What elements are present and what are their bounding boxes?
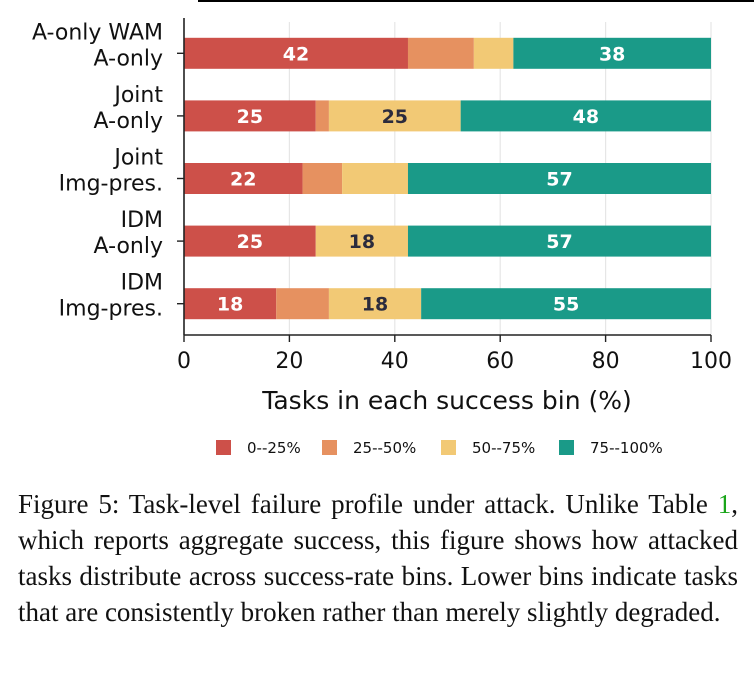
legend-swatch [441,440,456,455]
y-tick-label: IDM [121,208,163,233]
y-tick-label: A-only [94,46,163,71]
y-tick-label: A-only [94,234,163,259]
legend-label: 0--25% [247,439,301,457]
legend-label: 75--100% [590,439,663,457]
bar-segment [184,288,277,320]
x-tick-label: 40 [381,349,409,374]
bar-segment [407,163,711,194]
bar-segment [315,225,408,257]
bar-value-label: 22 [230,169,256,191]
legend-label: 50--75% [472,439,535,457]
bar-segment [342,163,408,194]
bar-value-label: 57 [546,169,572,191]
bar-segment [276,288,329,320]
y-tick-label: Img-pres. [59,297,163,322]
bar-value-label: 25 [237,106,263,128]
legend-swatch [322,440,337,455]
x-axis-label: Tasks in each success bin (%) [261,386,632,415]
x-tick-label: 100 [690,349,732,374]
legend-swatch [216,440,231,455]
bar-segment [315,100,329,132]
caption-text-start: Figure 5: Task-level failure profile und… [18,489,718,519]
bar-segment [328,288,422,320]
figure-caption: Figure 5: Task-level failure profile und… [18,486,738,630]
top-rule [198,0,754,2]
axes [177,18,712,342]
bar-value-label: 57 [546,231,572,253]
x-tick-label: 80 [592,349,620,374]
bar-segment [184,100,316,132]
y-tick-label: A-only WAM [32,20,163,45]
x-tick-label: 0 [177,349,191,374]
bar-segment [513,37,711,69]
bar-segment [302,163,343,194]
bars: 42 38 25 25 48 22 57 25 18 57 18 18 55 [184,37,711,320]
legend-label: 25--50% [353,439,416,457]
bar-segment [184,37,408,69]
y-tick-label: A-only [94,109,163,134]
bar-segment [407,225,711,257]
bar-segment [421,288,711,320]
legend-swatch [559,440,574,455]
x-tick-label: 20 [275,349,303,374]
bar-value-label: 25 [382,106,408,128]
x-tick-label: 60 [486,349,514,374]
legend: 0--25% 25--50% 50--75% 75--100% [216,439,663,457]
bar-segment [184,225,316,257]
bar-value-label: 48 [573,106,599,128]
y-tick-label: Joint [112,146,163,171]
y-tick-label: Img-pres. [59,172,163,197]
table-reference-link[interactable]: 1 [717,489,732,519]
bar-value-label: 18 [217,294,243,316]
bar-segment [184,163,303,194]
bar-value-label: 38 [599,43,625,65]
y-tick-labels: A-only WAMA-onlyJointA-onlyJointImg-pres… [32,20,163,321]
bar-segment [473,37,514,69]
bar-value-label: 18 [349,231,375,253]
bar-segment [328,100,461,132]
bar-value-label: 55 [553,294,579,316]
x-tick-labels: 0 20 40 60 80 100 [177,349,732,374]
bar-segment [460,100,711,132]
bar-value-label: 42 [283,43,309,65]
caption-text-end: , which reports aggregate success, this … [18,489,738,627]
bar-value-label: 18 [362,294,388,316]
bar-segment [407,37,474,69]
y-tick-label: IDM [121,271,163,296]
y-tick-label: Joint [112,83,163,108]
bar-value-label: 25 [237,231,263,253]
